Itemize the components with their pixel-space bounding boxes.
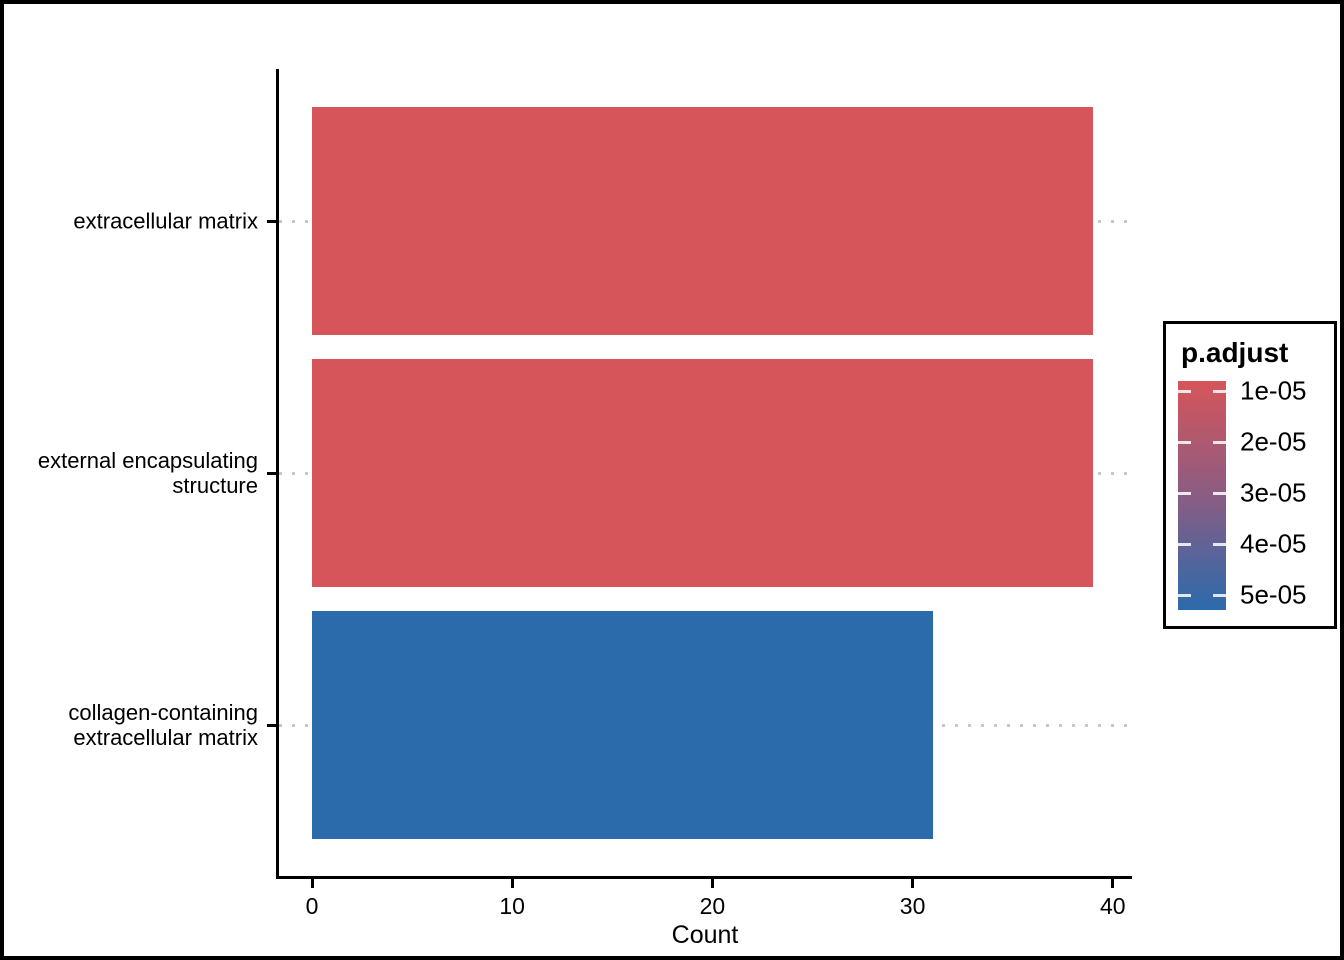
y-axis-label-line: collagen-containing	[68, 700, 258, 725]
legend-colorbar	[1178, 381, 1226, 610]
colorbar-tick-right	[1213, 593, 1226, 597]
legend-tick-label: 4e-05	[1240, 528, 1307, 559]
x-axis-tick-label: 40	[1100, 893, 1126, 919]
x-axis-title: Count	[671, 921, 739, 949]
legend-tick-label: 2e-05	[1240, 426, 1307, 457]
x-axis-tick	[1111, 879, 1115, 888]
y-axis-label: collagen-containing extracellular matrix	[68, 700, 258, 750]
y-axis-tick	[267, 471, 276, 475]
colorbar-tick-left	[1178, 593, 1191, 597]
bar-extracellular-matrix	[312, 107, 1093, 335]
x-axis-tick	[310, 879, 314, 888]
colorbar-tick-right	[1213, 542, 1226, 546]
plot-panel	[276, 69, 1132, 879]
y-axis-label: extracellular matrix	[73, 209, 258, 234]
y-axis-tick	[267, 219, 276, 223]
colorbar-tick-left	[1178, 542, 1191, 546]
y-axis-tick	[267, 723, 276, 727]
legend-box: p.adjust 1e-05 2e-05 3e-05 4e-05 5e-05	[1163, 321, 1337, 629]
x-axis-tick-label: 0	[305, 893, 319, 919]
legend-tick-label: 5e-05	[1240, 579, 1307, 610]
y-axis-label-line: external encapsulating	[37, 448, 258, 473]
colorbar-tick-left	[1178, 389, 1191, 393]
legend-tick-label: 1e-05	[1240, 375, 1307, 406]
bar-collagen-containing-extracellular-matrix	[312, 611, 933, 839]
legend-tick-label: 3e-05	[1240, 477, 1307, 508]
y-axis-label-line: structure	[172, 473, 258, 498]
colorbar-tick-left	[1178, 440, 1191, 444]
x-axis-tick-label: 30	[899, 893, 926, 919]
y-axis-label: external encapsulating structure	[38, 448, 258, 498]
colorbar-tick-right	[1213, 491, 1226, 495]
x-axis-tick-label: 10	[499, 893, 525, 919]
bar-external-encapsulating-structure	[312, 359, 1093, 587]
colorbar-tick-right	[1213, 389, 1226, 393]
x-axis-tick	[710, 879, 714, 888]
colorbar-tick-right	[1213, 440, 1226, 444]
colorbar-tick-left	[1178, 491, 1191, 495]
legend-title: p.adjust	[1181, 337, 1289, 368]
y-axis-label-line: extracellular matrix	[73, 725, 258, 750]
y-axis-label-line: extracellular matrix	[73, 208, 258, 234]
x-axis-tick-label: 20	[699, 893, 726, 919]
x-axis-tick	[911, 879, 915, 888]
x-axis-tick	[510, 879, 514, 888]
